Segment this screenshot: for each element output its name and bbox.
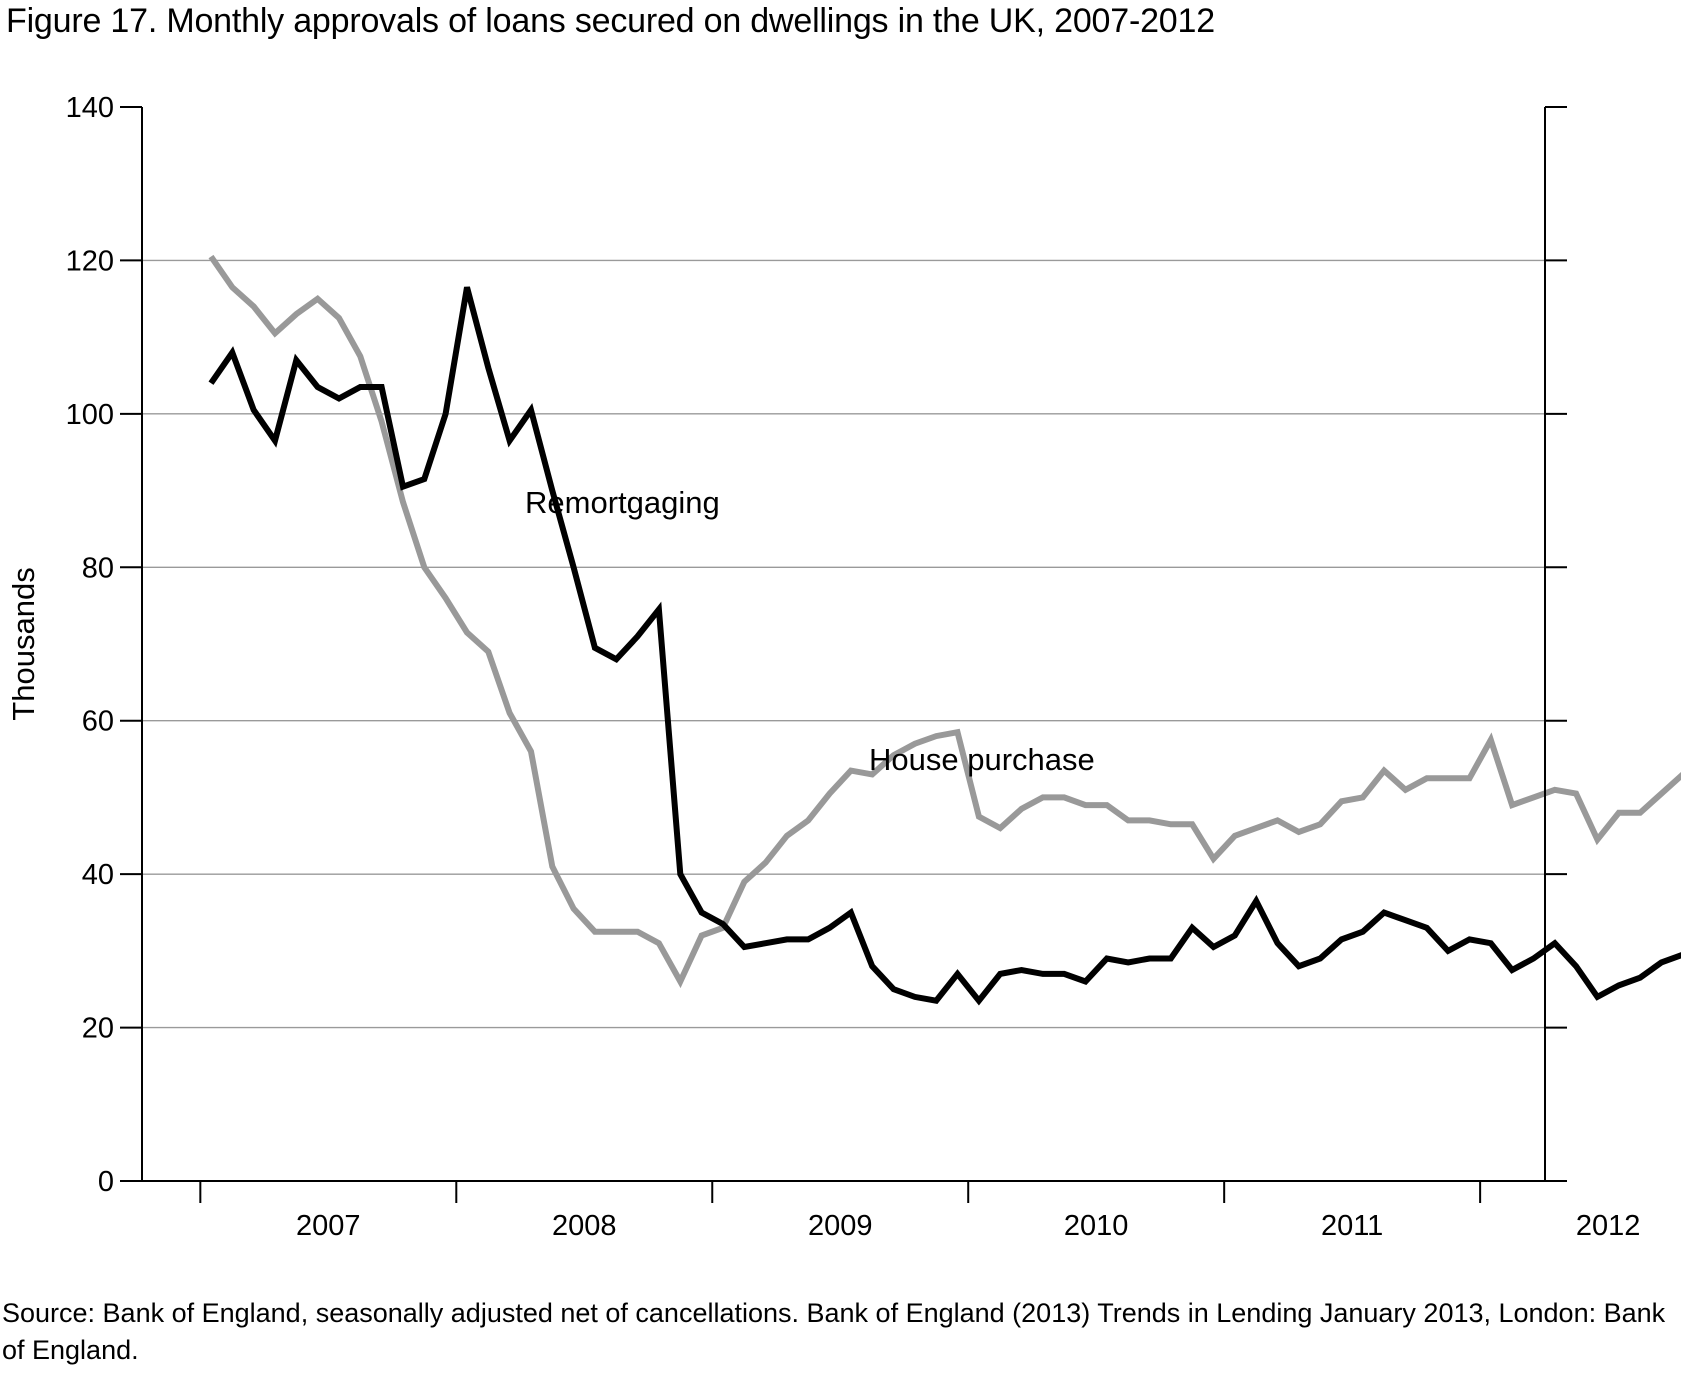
- y-tick-label: 140: [66, 92, 114, 124]
- chart-title: Figure 17. Monthly approvals of loans se…: [6, 2, 1215, 40]
- remortgaging-annotation: Remortgaging: [525, 485, 720, 520]
- x-tick-label: 2008: [552, 1210, 617, 1242]
- y-tick-label: 0: [98, 1166, 114, 1198]
- y-axis-ticks: 0 20 40 60 80 100 120 140: [66, 92, 1567, 1198]
- y-tick-label: 120: [66, 245, 114, 277]
- house-purchase-annotation: House purchase: [869, 742, 1095, 777]
- x-tick-label: 2011: [1321, 1210, 1383, 1242]
- x-tick-label: 2009: [808, 1210, 873, 1242]
- grid-lines: [142, 259, 1545, 1029]
- x-tick-label: 2007: [296, 1210, 361, 1242]
- y-tick-label: 40: [82, 859, 114, 891]
- y-tick-label: 100: [66, 399, 114, 431]
- y-axis-label: Thousands: [6, 567, 41, 720]
- x-tick-label: 2012: [1576, 1210, 1641, 1242]
- source-note: Source: Bank of England, seasonally adju…: [2, 1298, 1666, 1365]
- x-axis-ticks: 2007 2008 2009 2010 2011 2012: [199, 1181, 1641, 1242]
- house-purchase-line: [208, 254, 1681, 989]
- y-tick-label: 80: [82, 552, 114, 584]
- series-lines: [208, 254, 1681, 1006]
- plot-frame: [120, 107, 1567, 1182]
- y-tick-label: 60: [82, 706, 114, 738]
- y-tick-label: 20: [82, 1013, 114, 1045]
- chart-labels: Thousands Remortgaging House purchase: [6, 485, 1095, 777]
- x-tick-label: 2010: [1064, 1210, 1129, 1242]
- remortgaging-line: [208, 286, 1681, 1006]
